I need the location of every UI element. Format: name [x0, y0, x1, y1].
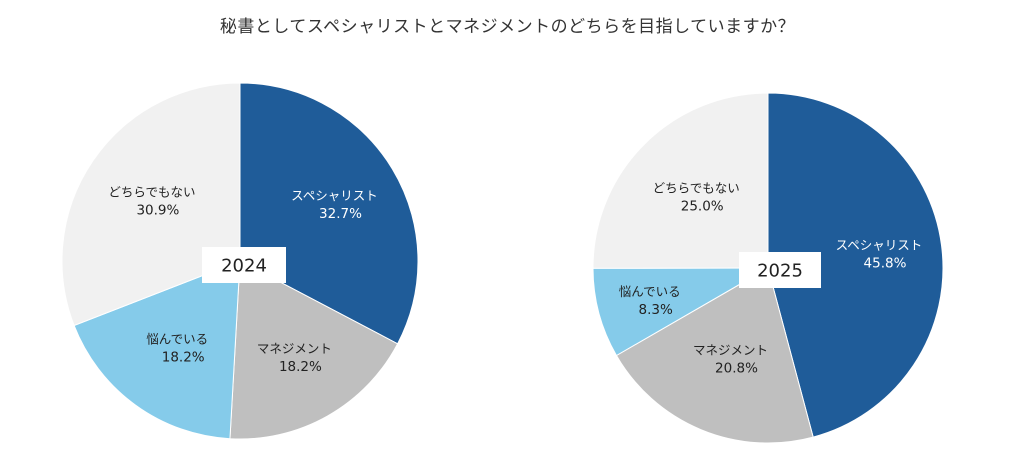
slice-management — [615, 267, 814, 444]
slice-value-management: 18.2% — [279, 359, 322, 375]
slice-label-management: マネジメント — [257, 341, 332, 356]
slice-value-specialist: 45.8% — [864, 255, 907, 271]
pie-chart-2025: スペシャリスト 45.8% マネジメント 20.8% 悩んでいる 8.3% どちらでもない 2… — [592, 92, 944, 444]
pie-chart-2024: スペシャリスト 32.7% マネジメント 18.2% 悩んでいる 18.2% どちらでもない… — [61, 82, 419, 440]
slice-neither — [61, 82, 241, 327]
slice-specialist — [767, 92, 944, 438]
year-box — [739, 252, 821, 288]
chart-title: 秘書としてスペシャリストとマネジメントのどちらを目指していますか？ — [219, 17, 796, 37]
year-label: 2024 — [221, 256, 267, 277]
slice-neither — [592, 92, 769, 269]
slice-label-neither: どちらでもない — [108, 185, 195, 200]
slice-label-neither: どちらでもない — [653, 180, 740, 195]
slice-label-undecided: 悩んでいる — [619, 284, 681, 299]
slice-management — [229, 260, 399, 440]
slice-label-undecided: 悩んでいる — [146, 331, 208, 346]
slice-value-neither: 25.0% — [681, 198, 724, 214]
slice-undecided — [73, 260, 241, 440]
slice-value-neither: 30.9% — [136, 203, 179, 219]
slice-label-specialist: スペシャリスト — [291, 188, 378, 203]
slice-value-specialist: 32.7% — [319, 206, 362, 222]
slice-value-management: 20.8% — [715, 361, 758, 377]
year-label: 2025 — [757, 261, 803, 282]
year-box — [202, 247, 286, 283]
slice-label-specialist: スペシャリスト — [836, 237, 923, 252]
slice-undecided — [592, 267, 770, 357]
slice-value-undecided: 8.3% — [639, 302, 673, 318]
slice-label-management: マネジメント — [693, 343, 768, 358]
slice-value-undecided: 18.2% — [162, 349, 205, 365]
